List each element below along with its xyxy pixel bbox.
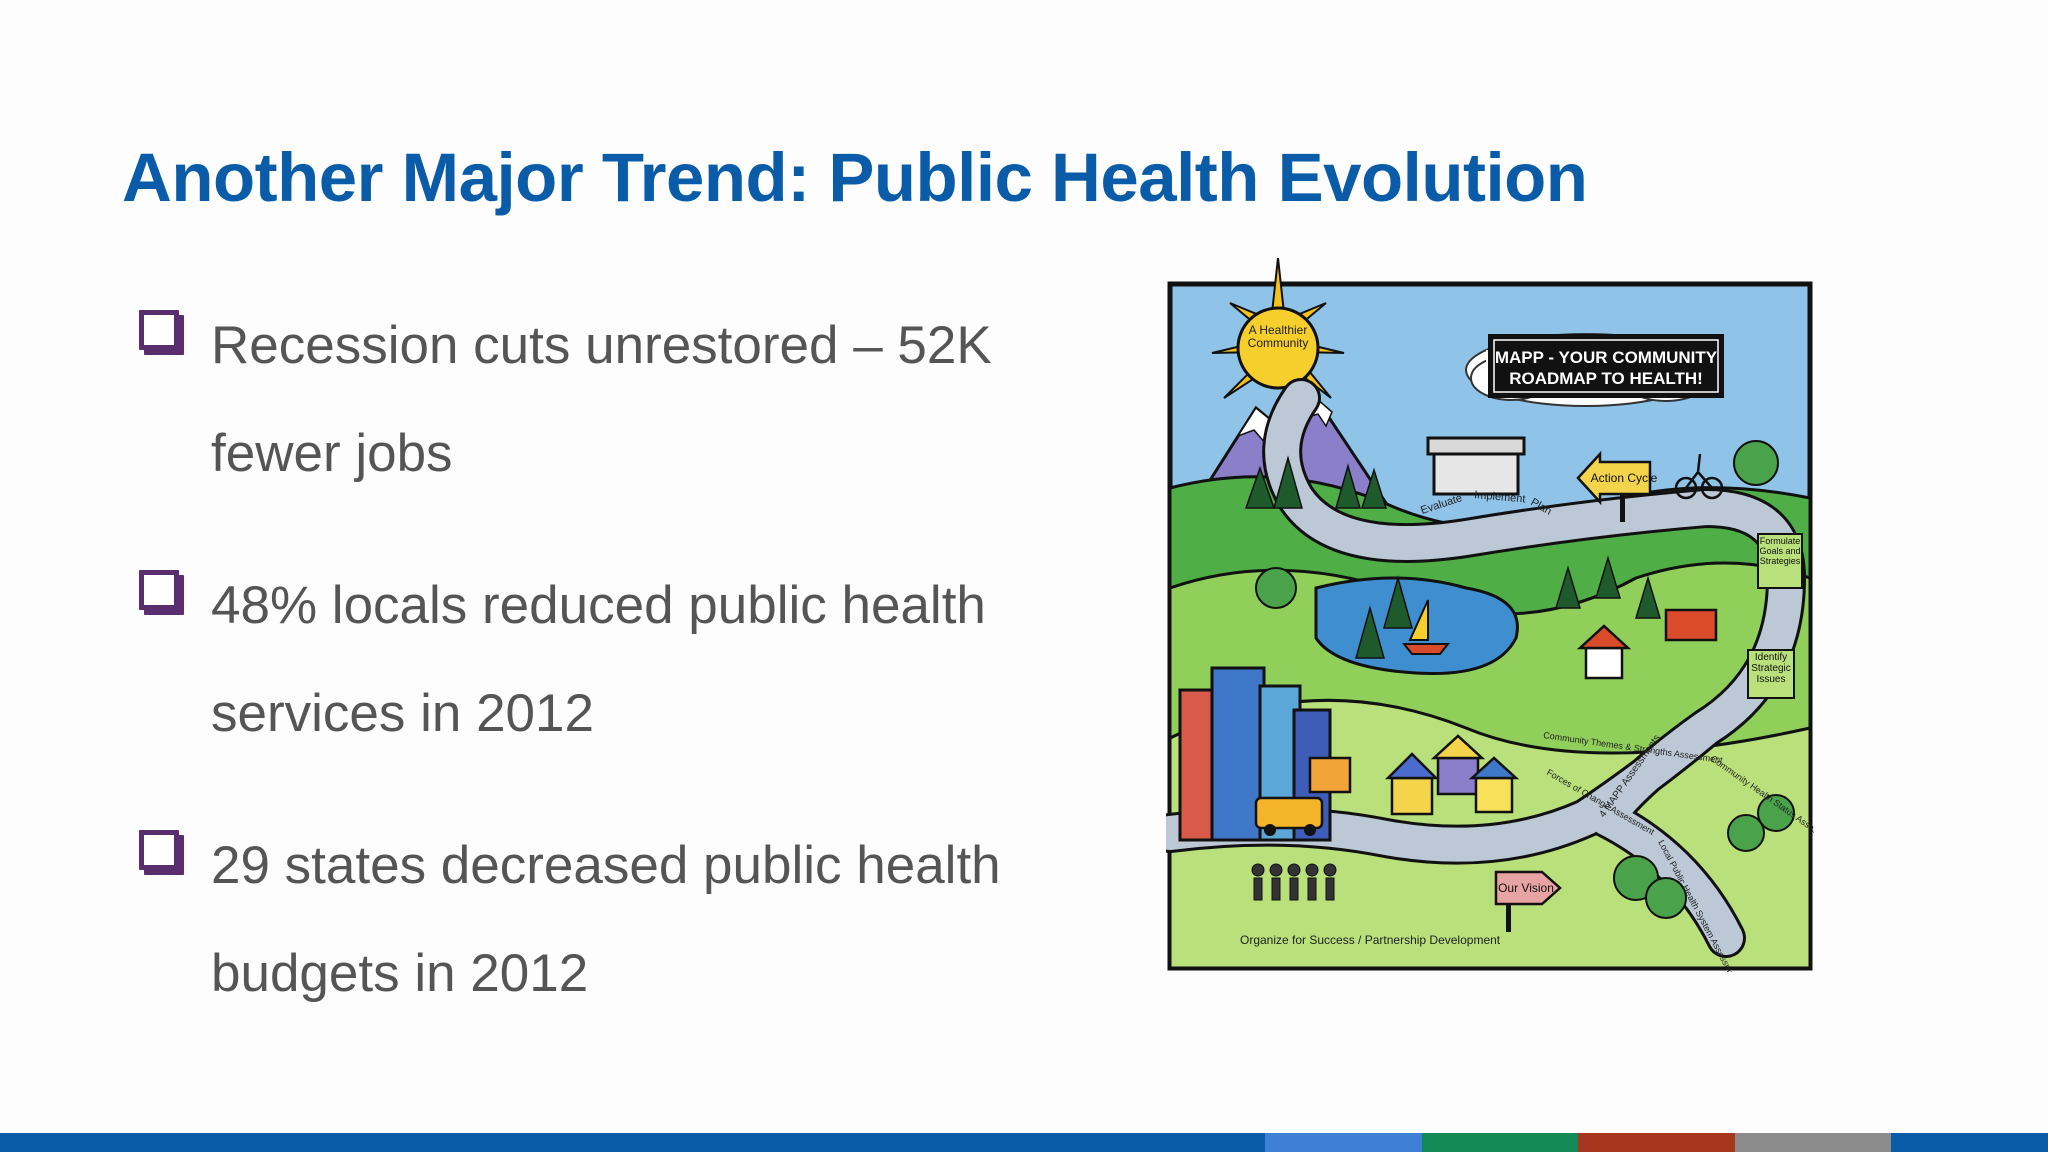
- formulate-goals-label: Formulate Goals and Strategies: [1759, 536, 1801, 566]
- action-cycle-label: Action Cycle: [1591, 471, 1658, 485]
- banner-line-2: ROADMAP TO HEALTH!: [1509, 369, 1703, 388]
- footer-segment: [1578, 1133, 1735, 1152]
- checkbox-bullet-icon: [139, 310, 179, 350]
- bullet-item: 29 states decreased public health budget…: [135, 812, 1095, 1028]
- road-label-implement: Implement: [1474, 489, 1526, 505]
- bullet-text: 48% locals reduced public health service…: [211, 576, 986, 743]
- slide-title: Another Major Trend: Public Health Evolu…: [122, 139, 1588, 216]
- footer-segment: [1265, 1133, 1422, 1152]
- footer-segment: [0, 1133, 1265, 1152]
- sun-icon: A Healthier Community: [1211, 258, 1345, 399]
- footer-segment: [1891, 1133, 2048, 1152]
- identify-issues-sign: Identify Strategic Issues: [1747, 649, 1795, 699]
- checkbox-bullet-icon: [139, 830, 179, 870]
- mapp-roadmap-illustration: A Healthier Community MAPP - YOUR COMMUN…: [1166, 258, 1814, 972]
- bullet-item: 48% locals reduced public health service…: [135, 552, 1095, 768]
- mapp-banner: [1488, 334, 1724, 398]
- footer-segment: [1735, 1133, 1891, 1152]
- action-cycle-sign: Action Cycle: [1576, 450, 1658, 522]
- identify-issues-label: Identify Strategic Issues: [1751, 652, 1791, 685]
- bullet-list: Recession cuts unrestored – 52K fewer jo…: [135, 292, 1095, 1072]
- formulate-goals-sign: Formulate Goals and Strategies: [1757, 533, 1803, 589]
- bullet-item: Recession cuts unrestored – 52K fewer jo…: [135, 292, 1095, 508]
- our-vision-label: Our Vision: [1498, 881, 1554, 895]
- footer-color-bar: [0, 1133, 2048, 1152]
- bullet-text: Recession cuts unrestored – 52K fewer jo…: [211, 316, 992, 483]
- bullet-text: 29 states decreased public health budget…: [211, 836, 1001, 1003]
- footer-segment: [1422, 1133, 1578, 1152]
- our-vision-sign: Our Vision: [1494, 870, 1562, 932]
- people-group-icon: [1251, 863, 1337, 901]
- bicycle-icon: [1674, 453, 1724, 500]
- checkbox-bullet-icon: [139, 570, 179, 610]
- school-bus-icon: [1254, 796, 1324, 836]
- road-label-organize: Organize for Success / Partnership Devel…: [1240, 933, 1501, 947]
- banner-line-1: MAPP - YOUR COMMUNITY: [1495, 348, 1718, 367]
- sun-label: A Healthier Community: [1247, 324, 1309, 350]
